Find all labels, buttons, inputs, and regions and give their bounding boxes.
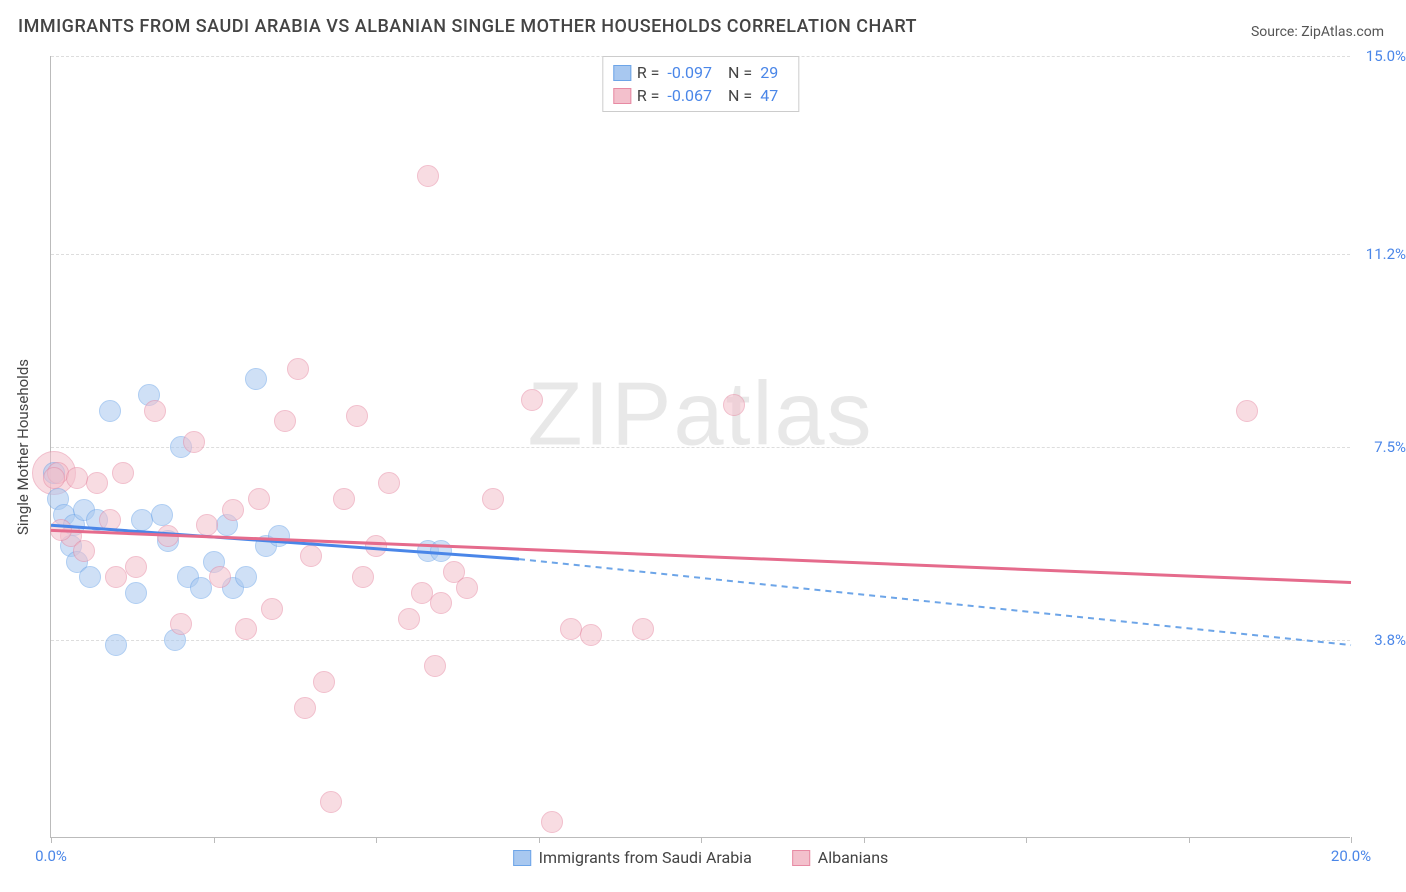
data-point [190,577,212,599]
data-point [398,608,420,630]
swatch-icon [613,88,631,104]
data-point [723,394,745,416]
data-point [287,358,309,380]
data-point [456,577,478,599]
data-point [144,400,166,422]
data-point [170,613,192,635]
data-point [521,389,543,411]
y-axis-label: Single Mother Households [14,358,32,534]
data-point [248,488,270,510]
data-point [209,566,231,588]
data-point [430,592,452,614]
data-point [632,618,654,640]
legend-stats-row: R = -0.097 N = 29 [613,61,788,84]
watermark: ZIPatlas [527,364,873,467]
n-label: N = [728,63,752,82]
data-point [268,525,290,547]
xtick [1351,837,1352,843]
data-point [560,618,582,640]
r-label: R = [637,86,660,105]
data-point [333,488,355,510]
r-value: -0.097 [667,63,712,82]
data-point [580,624,602,646]
series-label: Immigrants from Saudi Arabia [539,848,752,867]
ytick-label: 15.0% [1366,47,1406,65]
ytick-label: 3.8% [1374,631,1406,649]
data-point [320,791,342,813]
legend-series: Immigrants from Saudi Arabia Albanians [513,848,889,867]
swatch-icon [792,850,810,866]
gridline [51,447,1350,448]
data-point [261,598,283,620]
xtick-label: 20.0% [1331,847,1371,865]
data-point [43,467,65,489]
n-value: 47 [760,86,778,105]
data-point [300,545,322,567]
data-point [79,566,101,588]
xtick [539,837,540,843]
plot-area: ZIPatlas Single Mother Households 3.8%7.… [50,56,1350,838]
xtick [1189,837,1190,843]
legend-stats: R = -0.097 N = 29 R = -0.067 N = 47 [602,56,799,112]
data-point [482,488,504,510]
swatch-icon [613,65,631,81]
data-point [196,514,218,536]
data-point [1236,400,1258,422]
legend-stats-row: R = -0.067 N = 47 [613,84,788,107]
data-point [112,462,134,484]
xtick [376,837,377,843]
r-label: R = [637,63,660,82]
swatch-icon [513,850,531,866]
ytick-label: 11.2% [1366,245,1406,263]
data-point [73,540,95,562]
data-point [378,472,400,494]
legend-item: Immigrants from Saudi Arabia [513,848,752,867]
data-point [99,509,121,531]
series-label: Albanians [818,848,889,867]
data-point [313,671,335,693]
xtick [51,837,52,843]
source-label: Source: ZipAtlas.com [1251,24,1384,40]
data-point [66,467,88,489]
data-point [86,472,108,494]
data-point [541,811,563,833]
xtick [701,837,702,843]
n-value: 29 [760,63,778,82]
data-point [245,368,267,390]
data-point [430,540,452,562]
data-point [346,405,368,427]
r-value: -0.067 [667,86,712,105]
data-point [125,582,147,604]
ytick-label: 7.5% [1374,438,1406,456]
data-point [274,410,296,432]
data-point [365,535,387,557]
data-point [105,566,127,588]
n-label: N = [728,86,752,105]
data-point [50,519,72,541]
data-point [352,566,374,588]
data-point [183,431,205,453]
chart-title: IMMIGRANTS FROM SAUDI ARABIA VS ALBANIAN… [18,16,917,37]
data-point [125,556,147,578]
data-point [222,499,244,521]
data-point [151,504,173,526]
data-point [424,655,446,677]
data-point [235,566,257,588]
data-point [417,165,439,187]
xtick-label: 0.0% [35,847,67,865]
data-point [294,697,316,719]
data-point [235,618,257,640]
xtick [864,837,865,843]
data-point [105,634,127,656]
xtick [1026,837,1027,843]
data-point [157,525,179,547]
xtick [214,837,215,843]
legend-item: Albanians [792,848,889,867]
gridline [51,254,1350,255]
data-point [99,400,121,422]
